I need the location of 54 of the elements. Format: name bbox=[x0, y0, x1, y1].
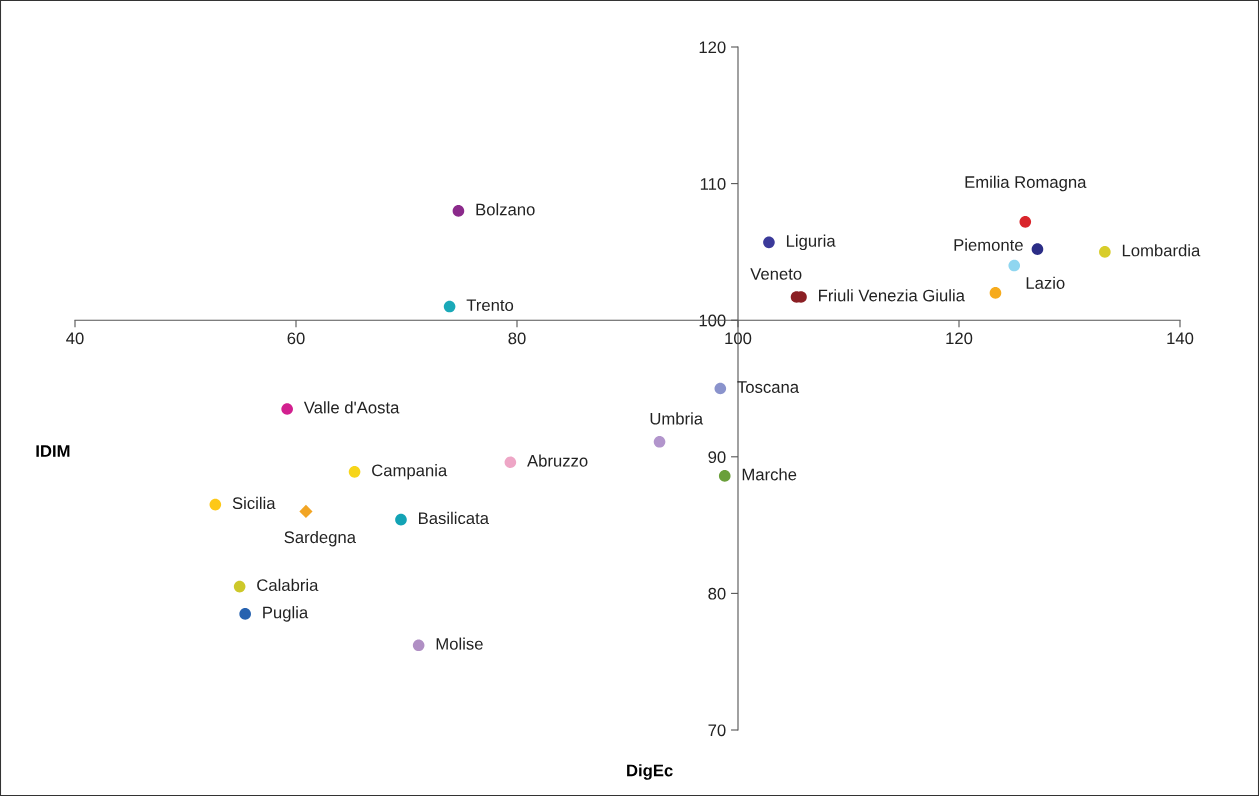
series-label: Abruzzo bbox=[527, 454, 588, 467]
point bbox=[395, 513, 407, 526]
y-tick-label: 120 bbox=[699, 41, 726, 54]
x-tick-label: 100 bbox=[725, 332, 752, 345]
series-label: Lombardia bbox=[1122, 244, 1201, 257]
x-tick-label: 40 bbox=[66, 332, 84, 345]
point bbox=[653, 435, 666, 448]
point bbox=[1019, 216, 1032, 228]
point bbox=[989, 287, 1002, 299]
point bbox=[718, 470, 731, 482]
point bbox=[233, 580, 246, 593]
x-axis-title: DigEc bbox=[627, 764, 673, 780]
series-label: Puglia bbox=[263, 606, 309, 622]
point bbox=[1099, 246, 1111, 258]
point bbox=[281, 403, 293, 415]
x-tick-label: 60 bbox=[287, 332, 305, 345]
point bbox=[412, 639, 425, 652]
series-label: Calabria bbox=[257, 578, 319, 592]
point bbox=[1031, 243, 1044, 255]
point bbox=[763, 236, 775, 249]
series-label: Marche bbox=[742, 468, 797, 481]
series-label: Liguria bbox=[786, 234, 836, 251]
point bbox=[504, 456, 517, 469]
y-tick-label: 110 bbox=[700, 178, 726, 190]
point bbox=[714, 382, 727, 395]
x-tick-label: 140 bbox=[1167, 332, 1194, 345]
point bbox=[443, 300, 456, 313]
series-label: Emilia Romagna bbox=[965, 175, 1087, 192]
series-label: Trento bbox=[466, 299, 514, 312]
y-axis-title: IDIM bbox=[36, 445, 70, 457]
point bbox=[209, 498, 222, 511]
x-tick-label: 120 bbox=[946, 332, 973, 345]
series-label: Toscana bbox=[737, 381, 800, 393]
point bbox=[239, 608, 251, 620]
series-label: Lazio bbox=[1026, 276, 1065, 289]
series-label: Friuli Venezia Giulia bbox=[819, 289, 965, 302]
series-label: Valle d'Aosta bbox=[303, 401, 400, 414]
series-label: Sardegna bbox=[284, 530, 356, 547]
y-tick-label: 80 bbox=[708, 587, 726, 600]
series-label: Piemonte bbox=[954, 238, 1023, 251]
y-tick-label: 90 bbox=[708, 451, 726, 463]
x-tick-label: 80 bbox=[508, 332, 526, 345]
point bbox=[1008, 259, 1021, 272]
series-label: Veneto bbox=[750, 268, 802, 280]
point bbox=[348, 466, 361, 478]
series-label: Sicilia bbox=[232, 496, 276, 510]
series-label: Molise bbox=[436, 637, 483, 650]
series-label: Umbria bbox=[650, 412, 704, 425]
point bbox=[299, 504, 313, 519]
y-tick-label: 70 bbox=[708, 724, 726, 737]
series-label: Campania bbox=[372, 464, 448, 480]
series-label: Bolzano bbox=[476, 203, 535, 216]
series-label: Basilicata bbox=[419, 511, 489, 525]
point bbox=[452, 205, 465, 217]
